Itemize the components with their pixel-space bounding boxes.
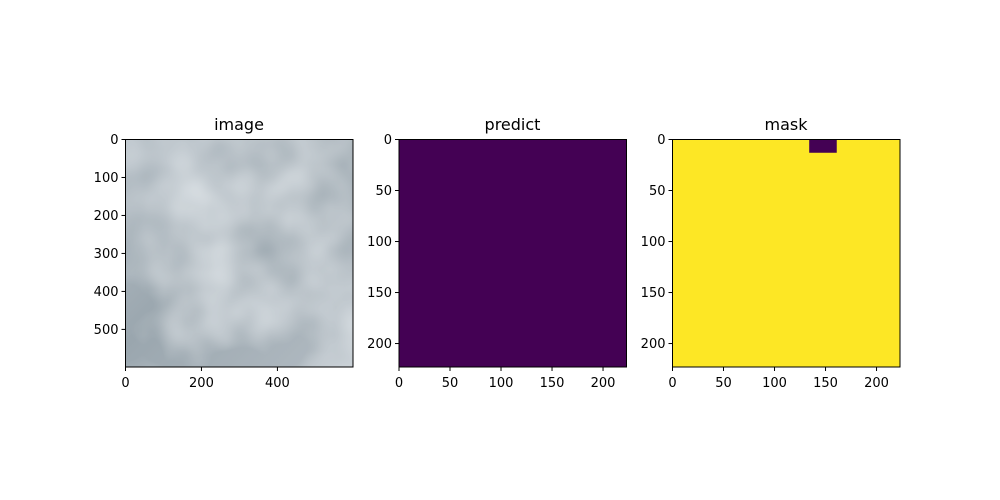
y-tick-label: 100 [367, 235, 392, 250]
y-tick-label: 200 [641, 337, 666, 352]
x-tick-label: 150 [813, 376, 838, 391]
y-tick-label: 300 [94, 247, 119, 262]
y-tick-label: 100 [94, 171, 119, 186]
x-tick-label: 400 [265, 376, 290, 391]
y-axis: 0 50 100 150 200 [641, 133, 673, 352]
image-area [125, 139, 354, 368]
x-tick-label: 150 [540, 376, 565, 391]
x-tick-label: 200 [864, 376, 889, 391]
y-tick-label: 0 [110, 133, 118, 148]
subplot-image: image 0 200 400 0 100 200 300 400 500 [94, 115, 354, 391]
x-tick-label: 0 [121, 376, 129, 391]
y-tick-label: 100 [641, 235, 666, 250]
y-axis: 0 50 100 150 200 [367, 133, 399, 352]
x-axis: 0 50 100 150 200 [395, 367, 616, 391]
y-tick-label: 150 [367, 286, 392, 301]
y-tick-label: 200 [94, 209, 119, 224]
x-tick-label: 200 [189, 376, 214, 391]
prediction-fill [399, 139, 627, 367]
x-tick-label: 100 [489, 376, 514, 391]
subplot-mask: mask 0 50 100 150 200 0 50 100 150 200 [641, 115, 901, 391]
image-area [672, 139, 901, 368]
x-axis: 0 50 100 150 200 [668, 367, 889, 391]
y-tick-label: 500 [94, 323, 119, 338]
y-axis: 0 100 200 300 400 500 [94, 133, 126, 338]
axes-frame [672, 139, 901, 368]
subplot-title: mask [765, 115, 809, 134]
axes-frame [398, 139, 627, 368]
y-tick-label: 200 [367, 337, 392, 352]
x-tick-label: 0 [668, 376, 676, 391]
cloud-photo [125, 139, 353, 367]
x-tick-label: 50 [715, 376, 732, 391]
subplot-predict: predict 0 50 100 150 200 0 50 100 150 200 [367, 115, 627, 391]
mask-fill [672, 139, 900, 367]
subplot-title: predict [485, 115, 541, 134]
x-tick-label: 50 [442, 376, 459, 391]
image-area [398, 139, 627, 368]
y-tick-label: 150 [641, 286, 666, 301]
y-tick-label: 50 [375, 184, 392, 199]
mask-region [809, 139, 837, 153]
x-axis: 0 200 400 [121, 367, 290, 391]
x-tick-label: 0 [395, 376, 403, 391]
y-tick-label: 0 [384, 133, 392, 148]
y-tick-label: 0 [657, 133, 665, 148]
subplot-title: image [214, 115, 264, 134]
y-tick-label: 400 [94, 285, 119, 300]
mask-regions [809, 139, 837, 153]
x-tick-label: 200 [591, 376, 616, 391]
y-tick-label: 50 [649, 184, 666, 199]
x-tick-label: 100 [762, 376, 787, 391]
